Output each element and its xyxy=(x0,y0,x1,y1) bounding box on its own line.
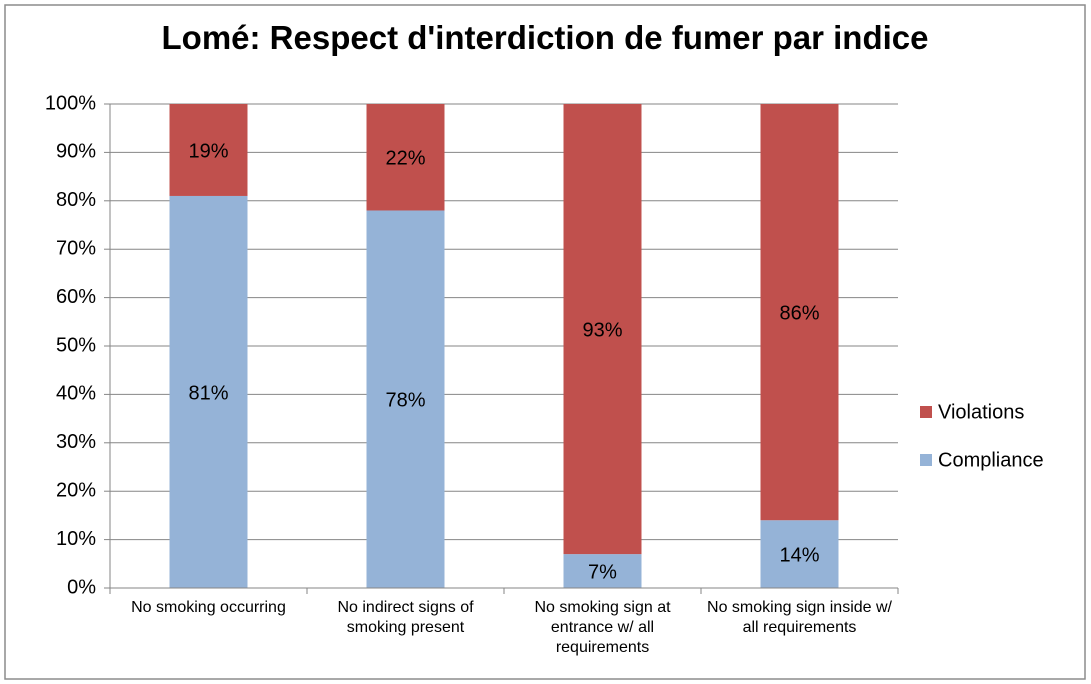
bar-segment xyxy=(169,195,248,588)
y-tick-label: 20% xyxy=(56,479,96,501)
x-tick-label-box: No smoking sign at entrance w/ all requi… xyxy=(534,599,671,656)
y-tick-label: 40% xyxy=(56,383,96,405)
value-label: 93% xyxy=(582,319,622,341)
y-tick-label: 60% xyxy=(56,286,96,308)
x-tick-label: No indirect signs of smoking present xyxy=(337,599,474,636)
bar-segment xyxy=(366,104,445,211)
bar-segment xyxy=(563,554,642,588)
value-label: 7% xyxy=(588,561,617,583)
x-tick-label-box: No smoking occurring xyxy=(131,599,286,616)
y-tick-label: 70% xyxy=(56,237,96,259)
y-tick-label: 0% xyxy=(67,576,96,598)
x-tick-label-box: No smoking sign inside w/ all requiremen… xyxy=(707,599,892,636)
x-tick-label: No smoking sign at entrance w/ all requi… xyxy=(534,599,671,656)
chart-title: Lomé: Respect d'interdiction de fumer pa… xyxy=(161,19,929,56)
value-label: 86% xyxy=(779,302,819,324)
bar-segment xyxy=(563,104,642,555)
x-tick-label: No smoking occurring xyxy=(131,599,286,616)
legend-label: Violations xyxy=(938,401,1024,423)
value-label: 19% xyxy=(188,140,228,162)
chart-title-box: Lomé: Respect d'interdiction de fumer pa… xyxy=(161,19,929,56)
x-tick-label: No smoking sign inside w/ all requiremen… xyxy=(707,599,892,636)
y-tick-label: 10% xyxy=(56,528,96,550)
value-label: 81% xyxy=(188,382,228,404)
legend-swatch xyxy=(920,406,932,418)
bar-segment xyxy=(169,104,248,196)
y-tick-label: 30% xyxy=(56,431,96,453)
legend-swatch xyxy=(920,454,932,466)
y-tick-label: 50% xyxy=(56,334,96,356)
bar-segment xyxy=(760,104,839,521)
legend-label: Compliance xyxy=(938,449,1044,471)
bar-segment xyxy=(366,210,445,589)
value-label: 22% xyxy=(385,148,425,170)
bar-segment xyxy=(760,520,839,588)
value-label: 78% xyxy=(385,390,425,412)
y-tick-label: 100% xyxy=(45,92,96,114)
x-tick-label-box: No indirect signs of smoking present xyxy=(337,599,474,636)
value-label: 14% xyxy=(779,544,819,566)
y-tick-label: 80% xyxy=(56,189,96,211)
y-tick-label: 90% xyxy=(56,141,96,163)
